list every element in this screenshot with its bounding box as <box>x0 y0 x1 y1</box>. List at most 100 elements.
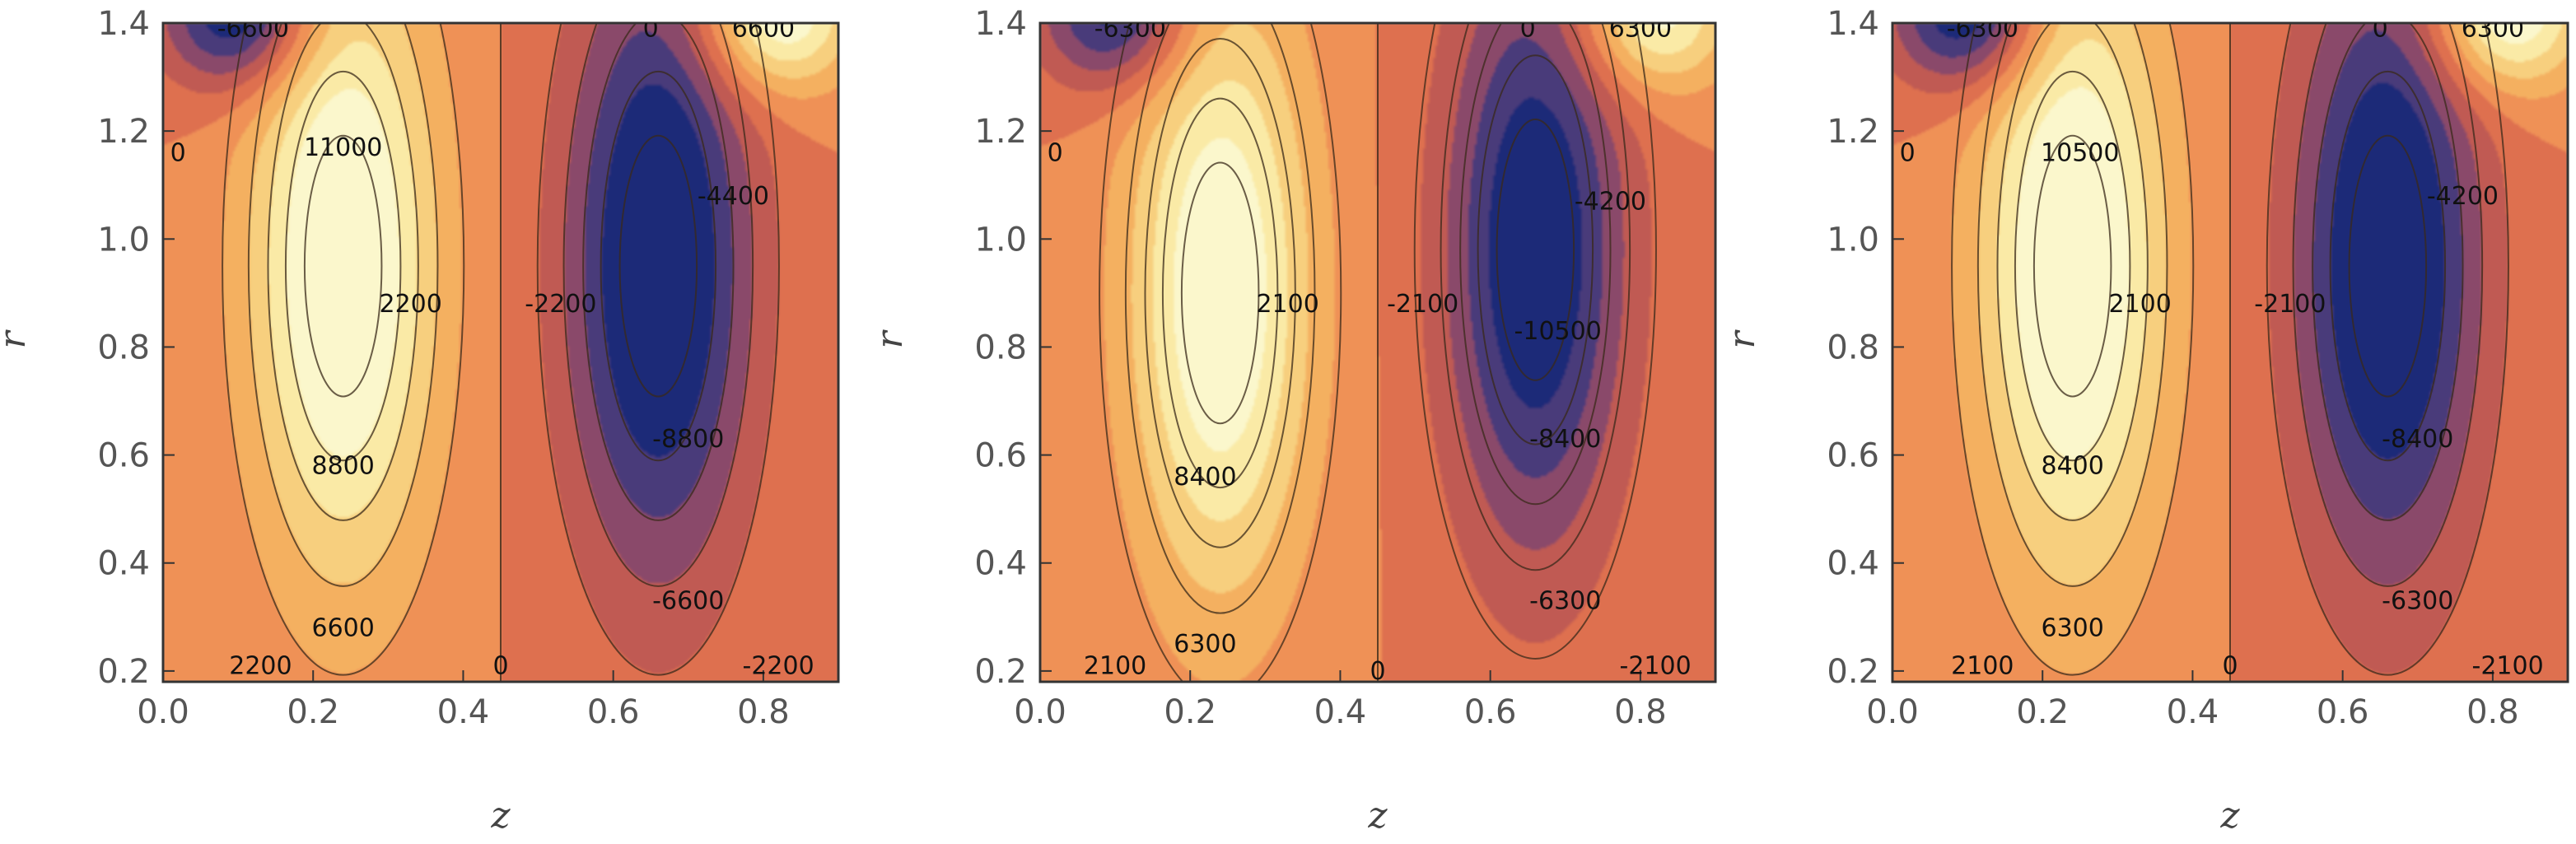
contour-label: 0 <box>643 15 659 44</box>
panel-1: 0.00.20.40.60.80.20.40.60.81.01.21.4zr11… <box>0 5 840 837</box>
y-axis-label: r <box>0 329 34 349</box>
contour-label: -2100 <box>1620 651 1692 680</box>
contour-label: -4400 <box>698 182 769 211</box>
contour-label: 6600 <box>311 613 374 642</box>
y-tick-label: 1.2 <box>1827 113 1879 151</box>
contour-line <box>618 134 698 398</box>
x-tick-label: 0.4 <box>2167 693 2219 731</box>
y-tick-label: 0.4 <box>97 545 150 583</box>
x-tick-label: 0.8 <box>1614 693 1667 731</box>
contour-line <box>1161 97 1279 489</box>
x-tick-label: 0.8 <box>2466 693 2519 731</box>
contour-line <box>562 23 754 587</box>
contour-lines-1 <box>222 23 780 682</box>
contour-line <box>303 134 383 398</box>
y-tick-label: 1.2 <box>974 113 1027 151</box>
contour-label: 0 <box>170 138 186 167</box>
x-axis-label: z <box>2219 795 2240 837</box>
y-tick-label: 1.4 <box>97 5 150 43</box>
y-tick-label: 1.4 <box>1827 5 1879 43</box>
contour-label: 0 <box>2373 15 2388 44</box>
contour-line <box>1477 54 1594 445</box>
contour-label: -2100 <box>2472 651 2544 680</box>
contour-label: -6600 <box>217 15 289 44</box>
contour-label: -8800 <box>652 425 724 454</box>
contour-line <box>1180 161 1260 425</box>
y-tick-label: 1.0 <box>97 221 150 259</box>
y-tick-label: 0.8 <box>1827 329 1879 366</box>
contour-label: -6300 <box>1094 15 1166 44</box>
contour-line <box>2292 23 2484 587</box>
y-tick-label: 0.8 <box>97 329 150 366</box>
contour-label: -2100 <box>2254 290 2326 319</box>
contour-lines-2 <box>1099 23 1657 682</box>
contour-labels-2: 2100 -2100 -4200 -10500 8400 -8400 6300 -6300 21… <box>1048 15 1692 682</box>
y-tick-label: 1.4 <box>974 5 1027 43</box>
contour-label: -6300 <box>1529 587 1601 616</box>
x-tick-label: 0.6 <box>587 693 640 731</box>
x-tick-label: 0.6 <box>1464 693 1517 731</box>
contour-label: 8800 <box>311 452 374 481</box>
contour-label: 11000 <box>304 133 382 162</box>
y-axis-label: r <box>1721 329 1763 349</box>
contour-line <box>536 23 780 676</box>
x-tick-label: 0.2 <box>287 693 339 731</box>
y-tick-label: 0.6 <box>974 437 1027 475</box>
contour-label: 6300 <box>1174 630 1236 659</box>
x-tick-label: 0.8 <box>737 693 790 731</box>
contour-label: -6600 <box>652 587 724 616</box>
contour-label: -8400 <box>1529 425 1601 454</box>
x-tick-label: 0.0 <box>1866 693 1919 731</box>
contour-line <box>2348 134 2428 398</box>
contour-line <box>1976 23 2168 587</box>
contour-line <box>1459 23 1612 506</box>
x-tick-label: 0.2 <box>1164 693 1216 731</box>
contour-label: 0 <box>492 651 508 680</box>
contour-label: 6300 <box>2462 15 2524 44</box>
contour-line <box>1951 23 2195 676</box>
x-tick-label: 0.4 <box>437 693 490 731</box>
contour-line <box>1413 23 1657 660</box>
y-tick-label: 0.2 <box>974 653 1027 691</box>
contour-label: 0 <box>1048 138 1063 167</box>
contour-line <box>2312 23 2464 521</box>
contour-label: -2100 <box>1387 290 1458 319</box>
contour-label: 2100 <box>1084 651 1146 680</box>
y-tick-label: 1.2 <box>97 113 150 151</box>
x-tick-label: 0.2 <box>2016 693 2069 731</box>
contour-label: 6600 <box>732 15 795 44</box>
x-tick-label: 0.4 <box>1314 693 1367 731</box>
contour-label: -4200 <box>2427 182 2499 211</box>
contour-line <box>1440 23 1631 571</box>
contour-label: 2100 <box>1951 651 2014 680</box>
contour-labels-1: 11000 2200 -2200 -4400 8800 -8800 6600 -6600 220… <box>170 15 814 680</box>
contour-lines-3 <box>1951 23 2509 682</box>
contour-line <box>1996 23 2149 521</box>
x-tick-label: 0.6 <box>2317 693 2369 731</box>
contour-label: 2100 <box>2108 290 2171 319</box>
contour-label: 2100 <box>1256 290 1318 319</box>
contour-line <box>1144 38 1296 548</box>
contour-line <box>2266 23 2509 676</box>
contour-label: -6300 <box>2382 587 2453 616</box>
y-tick-label: 1.0 <box>974 221 1027 259</box>
y-axis-label: r <box>869 329 911 349</box>
panel-3: 0.0 0.2 0.4 0.6 0.80.20.40.60.81.01.21.4zr10… <box>1721 5 2569 837</box>
contour-label: 8400 <box>2041 452 2103 481</box>
panel-2: 0.0 0.2 0.4 0.6 0.80.20.40.60.81.01.21.4zr21… <box>869 5 1717 837</box>
contour-label: 2200 <box>229 651 292 680</box>
contour-label: -8400 <box>2382 425 2453 454</box>
contour-label: -4200 <box>1575 187 1646 216</box>
contour-label: 0 <box>2222 651 2238 680</box>
contour-label: 6300 <box>2041 613 2103 642</box>
contour-label: 0 <box>1520 15 1536 44</box>
contour-line <box>2014 70 2131 462</box>
y-tick-label: 0.2 <box>1827 653 1879 691</box>
contour-label: -10500 <box>1514 317 1602 346</box>
contour-line <box>247 23 439 587</box>
y-tick-label: 0.4 <box>1827 545 1879 583</box>
contour-line <box>600 70 717 462</box>
contour-label: 0 <box>1900 138 1916 167</box>
contour-label: 10500 <box>2041 138 2119 167</box>
